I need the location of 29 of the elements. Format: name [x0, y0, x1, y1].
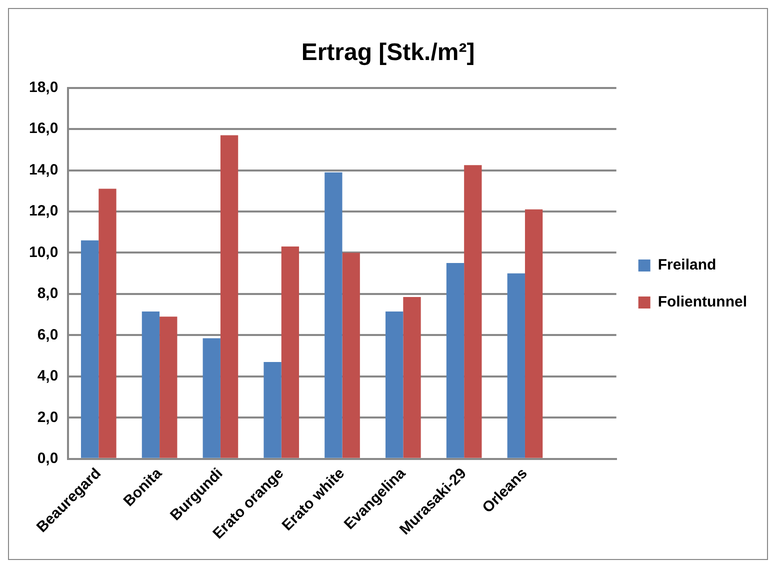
bar [446, 263, 464, 458]
bar [80, 240, 99, 458]
bar [524, 209, 543, 458]
bar [464, 165, 482, 458]
bar [403, 297, 421, 458]
y-tick-label: 0,0 [37, 450, 58, 467]
y-tick-label: 4,0 [37, 368, 58, 385]
bar [386, 311, 404, 458]
y-tick-label: 14,0 [28, 161, 58, 178]
bar [220, 135, 238, 458]
y-tick-label: 16,0 [28, 120, 58, 138]
bar [281, 246, 300, 458]
bar [142, 311, 160, 458]
chart-title: Ertrag [Stk./m²] [301, 39, 475, 66]
y-tick-label: 2,0 [37, 408, 58, 426]
legend-label: Folientunnel [658, 294, 748, 311]
y-tick-label: 8,0 [37, 285, 58, 302]
y-tick-label: 6,0 [37, 326, 58, 344]
bar [264, 362, 282, 458]
bar [342, 252, 360, 458]
y-tick-label: 10,0 [28, 244, 58, 261]
bar [202, 338, 220, 458]
bar [98, 188, 116, 458]
bar [160, 316, 178, 458]
bar [507, 273, 525, 458]
legend-label: Freiland [658, 256, 716, 274]
y-tick-label: 18,0 [28, 78, 58, 96]
y-tick-label: 12,0 [28, 202, 58, 220]
bar [324, 172, 342, 458]
